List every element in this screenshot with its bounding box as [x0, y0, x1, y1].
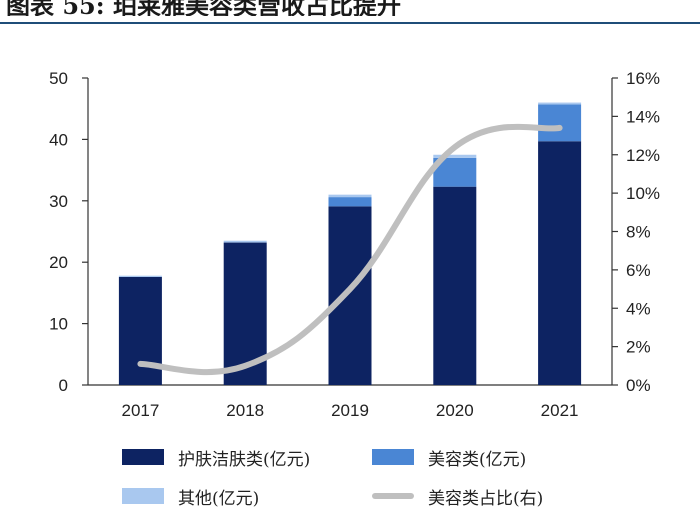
bar-segment-other — [538, 102, 582, 105]
bars-group — [118, 102, 582, 385]
bar-segment-skincare — [433, 186, 477, 385]
x-tick-label: 2020 — [436, 401, 474, 420]
y-right-tick-label: 8% — [626, 223, 651, 242]
bar-segment-skincare — [538, 141, 582, 385]
y-left-tick-label: 10 — [49, 315, 68, 334]
x-tick-label: 2018 — [226, 401, 264, 420]
y-left-tick-label: 30 — [49, 192, 68, 211]
y-right-tick-label: 2% — [626, 338, 651, 357]
bar-segment-other — [118, 275, 162, 277]
ticks-group: 0 10 20 30 40 50 0% 2% 4% 6% 8% 10% 12% 14% 16% 2017 201… — [49, 69, 660, 420]
y-right-tick-label: 12% — [626, 146, 660, 165]
makeup-share-line — [137, 123, 563, 376]
y-left-tick-label: 0 — [59, 376, 68, 395]
bar-segment-skincare — [118, 276, 162, 385]
y-left-tick-label: 50 — [49, 69, 68, 88]
title-rule — [0, 22, 700, 24]
bar-segment-other — [223, 240, 267, 243]
x-tick-label: 2019 — [331, 401, 369, 420]
figure-title: 图表 55: 珀莱雅美容类营收占比提升 — [6, 0, 401, 16]
bar-segment-other — [433, 154, 477, 158]
y-right-tick-label: 6% — [626, 261, 651, 280]
y-right-tick-label: 16% — [626, 69, 660, 88]
bar-segment-skincare — [328, 206, 372, 385]
y-left-tick-label: 40 — [49, 130, 68, 149]
bar-segment-makeup — [538, 104, 582, 142]
bar-segment-makeup — [328, 197, 372, 207]
bar-segment-other — [328, 194, 372, 198]
line-group — [137, 123, 563, 376]
x-tick-label: 2017 — [121, 401, 159, 420]
y-right-tick-label: 4% — [626, 299, 651, 318]
x-tick-label: 2021 — [541, 401, 579, 420]
y-left-tick-label: 20 — [49, 253, 68, 272]
y-right-tick-label: 14% — [626, 107, 660, 126]
y-right-tick-label: 10% — [626, 184, 660, 203]
y-right-tick-label: 0% — [626, 376, 651, 395]
